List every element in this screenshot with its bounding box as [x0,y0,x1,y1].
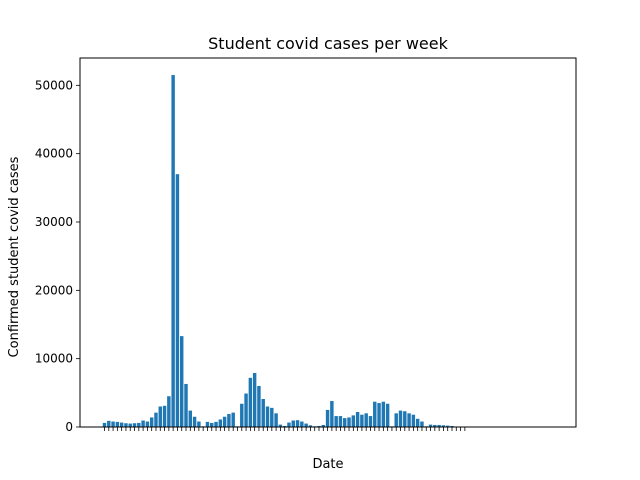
bar [274,413,278,427]
bar [308,425,313,427]
x-axis-label: Date [312,457,343,472]
y-tick-label: 0 [65,420,73,434]
bar [420,421,424,427]
bar [192,416,197,427]
bar [282,425,287,427]
bar [407,413,411,427]
bar [257,386,261,427]
bar [351,415,356,427]
bar [287,422,291,427]
bar [304,423,308,427]
bar [450,425,454,427]
bar [403,411,407,427]
bar [137,422,141,427]
bar [373,401,377,427]
bar [154,412,158,427]
bar [218,419,223,427]
bar [433,424,437,427]
y-tick-label: 50000 [35,78,73,92]
bar [124,423,128,427]
bar [330,401,334,427]
bar [338,416,343,427]
y-axis: 0 10000 20000 30000 40000 50000 [35,78,80,434]
bar [102,422,107,427]
bar [317,425,321,427]
bar [244,393,248,427]
bar [171,75,175,427]
bar [128,423,132,427]
bar [381,401,386,427]
plot-frame [79,57,577,428]
bar [115,421,120,428]
bar [180,336,184,427]
bar [107,420,111,427]
y-tick-label: 40000 [35,147,73,161]
bar [394,413,398,427]
bar [145,421,150,427]
bar [364,413,368,427]
y-axis-label: Confirmed student covid cases [7,156,22,357]
bar [188,410,193,427]
bar [111,421,115,427]
bar [445,425,450,427]
bar [227,414,231,427]
bar [334,416,338,427]
x-axis [104,427,466,431]
bar [321,424,325,427]
bar [295,420,300,427]
bar [210,422,214,427]
bar [428,424,433,427]
bar [167,396,171,427]
bar [162,405,167,427]
bar [197,421,201,427]
bar [347,417,351,427]
bar [377,403,381,427]
bar [355,411,360,427]
chart-title: Student covid cases per week [208,34,448,53]
bar [360,414,364,427]
bar [343,418,347,427]
bar [325,409,330,427]
bar [265,406,270,427]
y-tick-label: 30000 [35,215,73,229]
bar [300,421,304,427]
bar [270,407,274,427]
bar [261,398,265,427]
bar [252,373,257,427]
bar [240,403,244,427]
bar [441,425,446,427]
bar [411,414,416,427]
bar [248,377,253,427]
bar [149,417,154,427]
bar [385,403,390,427]
bar [437,424,441,427]
bar [205,421,210,428]
bar [119,422,124,427]
bar [222,416,227,427]
bar [278,424,283,427]
bar [158,406,162,427]
bar [415,418,420,427]
bars-group [102,75,467,428]
y-tick-label: 20000 [35,283,73,297]
bar [184,383,188,427]
bar [398,410,403,427]
bar [214,421,218,428]
bar [132,423,137,427]
y-tick-label: 10000 [35,352,73,366]
bar [231,412,235,427]
bar [175,174,180,427]
bar [291,420,295,427]
bar [368,416,373,427]
bar [141,420,145,427]
